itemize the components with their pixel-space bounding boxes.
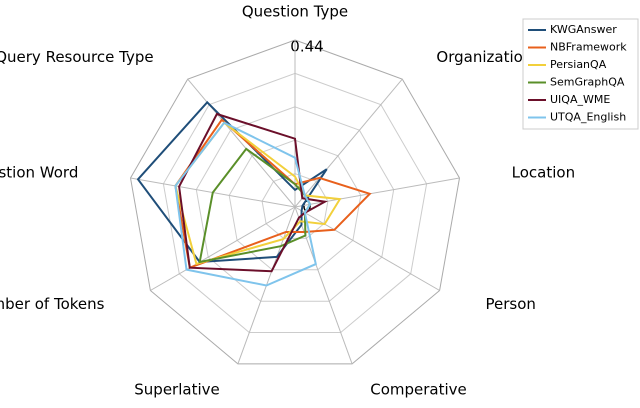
axis-label: Superlative <box>134 381 219 399</box>
axis-label: Question Word <box>0 164 78 182</box>
axis-label: Location <box>512 164 575 182</box>
series-line <box>174 121 317 287</box>
axis-label: Person <box>486 295 536 313</box>
grid-ring <box>261 173 329 239</box>
legend-label: KWGAnswer <box>550 23 617 36</box>
legend-label: UTQA_English <box>550 111 626 124</box>
series-line <box>178 112 328 273</box>
spoke <box>294 206 440 291</box>
legend-label: SemGraphQA <box>550 76 625 89</box>
spoke <box>294 78 403 208</box>
tick-label: 0.44 <box>290 38 323 56</box>
axis-label: Number of Tokens <box>0 295 105 313</box>
grid-line <box>129 39 461 365</box>
legend-label: PersianQA <box>550 58 607 71</box>
series-line <box>136 100 328 264</box>
spoke <box>150 206 296 291</box>
spoke <box>294 177 460 208</box>
axis-label: Question Type <box>242 3 348 21</box>
spoke <box>187 78 296 208</box>
tick-label: 0 <box>302 198 312 216</box>
series-line <box>174 118 372 270</box>
axis-label: Query Resource Type <box>0 48 154 66</box>
axis-label: Organization <box>436 48 532 66</box>
axis-label: Comperative <box>370 381 467 399</box>
grid-ring <box>228 139 362 271</box>
grid-ring <box>195 106 395 302</box>
legend: KWGAnswer NBFramework PersianQA SemGraphQA U… <box>522 18 639 130</box>
grid-ring <box>162 72 428 333</box>
legend-label: UIQA_WME <box>550 93 610 106</box>
legend-label: NBFramework <box>550 41 627 54</box>
legend-box <box>522 18 639 130</box>
